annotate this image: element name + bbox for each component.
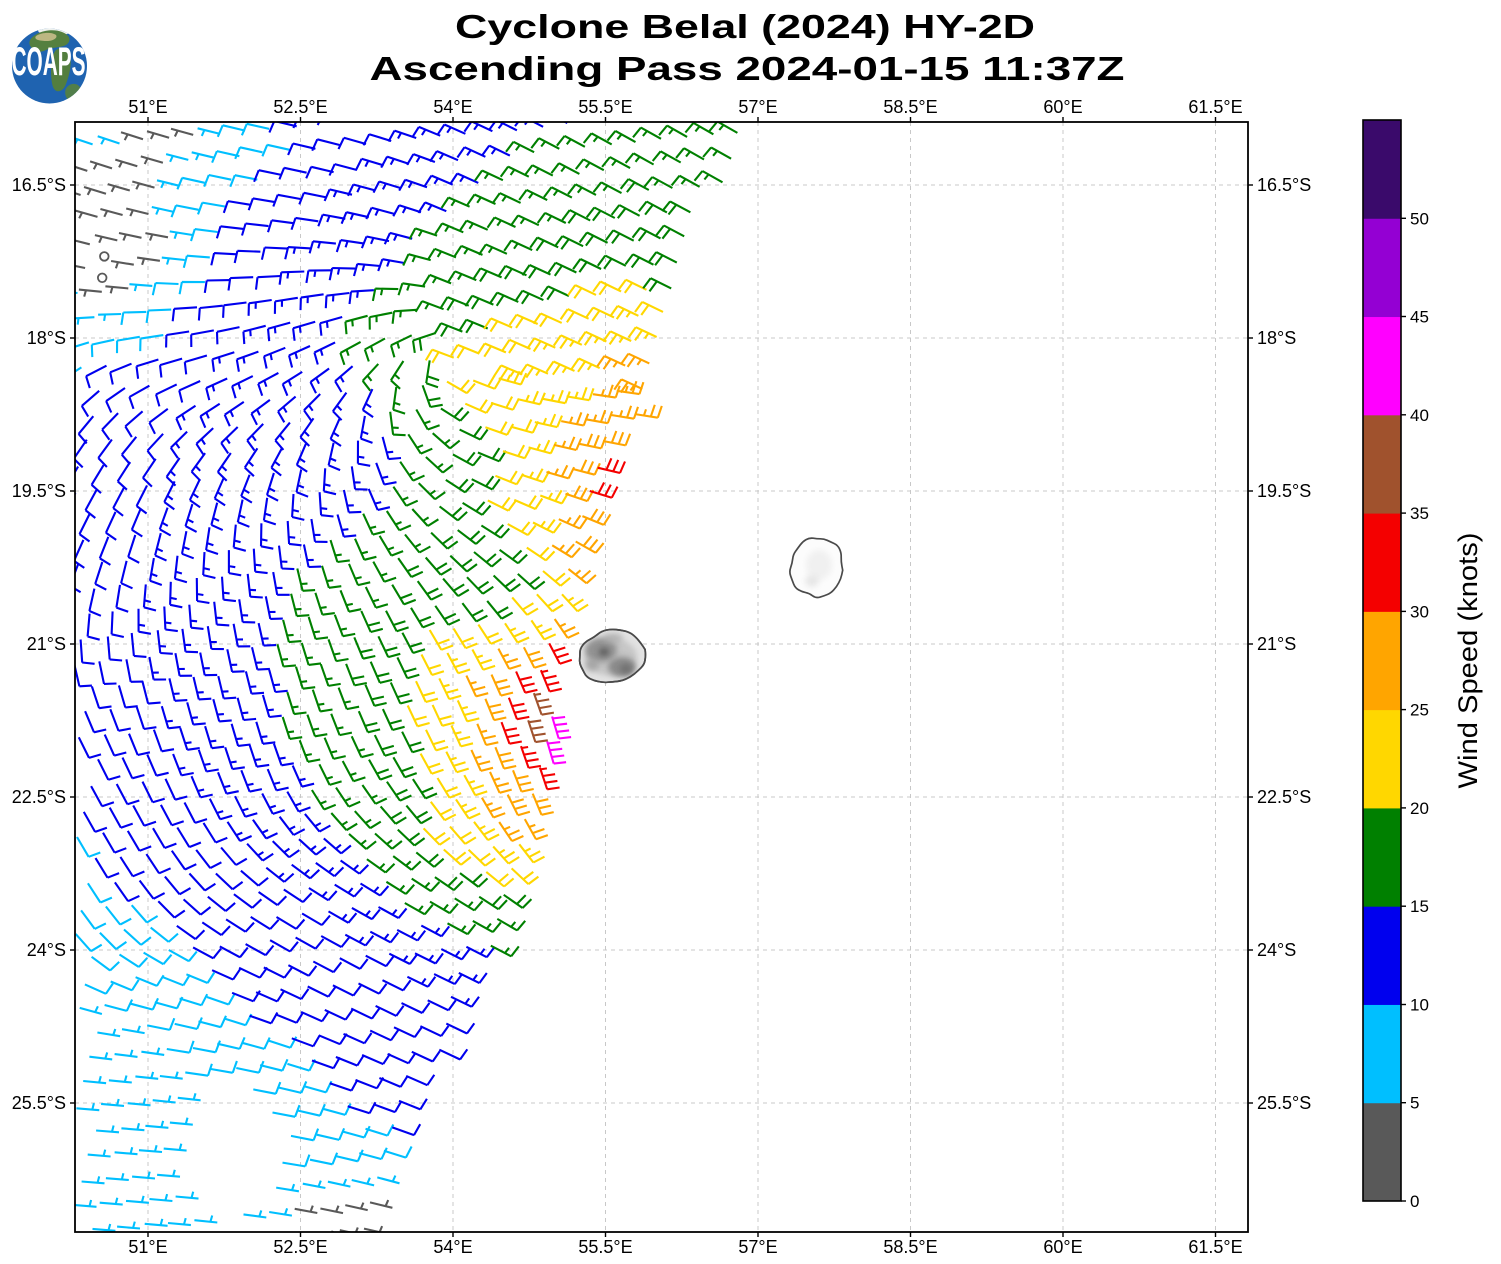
svg-text:54°E: 54°E: [433, 1237, 472, 1257]
svg-text:21°S: 21°S: [27, 634, 66, 654]
svg-text:51°E: 51°E: [128, 97, 167, 117]
svg-text:18°S: 18°S: [27, 328, 66, 348]
svg-text:0: 0: [1410, 1192, 1419, 1211]
svg-text:22.5°S: 22.5°S: [12, 787, 66, 807]
svg-text:25.5°S: 25.5°S: [1257, 1093, 1311, 1113]
svg-text:15: 15: [1410, 897, 1429, 916]
svg-text:10: 10: [1410, 996, 1429, 1015]
svg-text:16.5°S: 16.5°S: [1257, 175, 1311, 195]
svg-text:35: 35: [1410, 504, 1429, 523]
svg-text:52.5°E: 52.5°E: [273, 97, 327, 117]
svg-text:Cyclone Belal (2024) HY-2D: Cyclone Belal (2024) HY-2D: [455, 8, 1035, 45]
svg-text:58.5°E: 58.5°E: [883, 1237, 937, 1257]
svg-text:5: 5: [1410, 1094, 1419, 1113]
svg-text:50: 50: [1410, 209, 1429, 228]
svg-text:57°E: 57°E: [738, 1237, 777, 1257]
svg-text:61.5°E: 61.5°E: [1188, 1237, 1242, 1257]
svg-text:25.5°S: 25.5°S: [12, 1093, 66, 1113]
svg-text:61.5°E: 61.5°E: [1188, 97, 1242, 117]
svg-text:25: 25: [1410, 701, 1429, 720]
svg-text:60°E: 60°E: [1043, 1237, 1082, 1257]
svg-text:24°S: 24°S: [1257, 940, 1296, 960]
svg-text:55.5°E: 55.5°E: [578, 97, 632, 117]
svg-text:COAPS: COAPS: [12, 40, 86, 84]
svg-text:Ascending Pass 2024-01-15 11:3: Ascending Pass 2024-01-15 11:37Z: [370, 50, 1125, 87]
svg-text:19.5°S: 19.5°S: [1257, 481, 1311, 501]
svg-text:40: 40: [1410, 406, 1429, 425]
svg-text:Wind Speed (knots): Wind Speed (knots): [1453, 533, 1483, 789]
svg-text:18°S: 18°S: [1257, 328, 1296, 348]
svg-text:24°S: 24°S: [27, 940, 66, 960]
svg-text:52.5°E: 52.5°E: [273, 1237, 327, 1257]
svg-text:21°S: 21°S: [1257, 634, 1296, 654]
svg-text:20: 20: [1410, 799, 1429, 818]
svg-text:22.5°S: 22.5°S: [1257, 787, 1311, 807]
svg-text:55.5°E: 55.5°E: [578, 1237, 632, 1257]
svg-text:58.5°E: 58.5°E: [883, 97, 937, 117]
svg-text:30: 30: [1410, 602, 1429, 621]
svg-text:51°E: 51°E: [128, 1237, 167, 1257]
svg-text:60°E: 60°E: [1043, 97, 1082, 117]
svg-text:57°E: 57°E: [738, 97, 777, 117]
svg-text:19.5°S: 19.5°S: [12, 481, 66, 501]
svg-text:45: 45: [1410, 308, 1429, 327]
svg-text:54°E: 54°E: [433, 97, 472, 117]
svg-text:16.5°S: 16.5°S: [12, 175, 66, 195]
